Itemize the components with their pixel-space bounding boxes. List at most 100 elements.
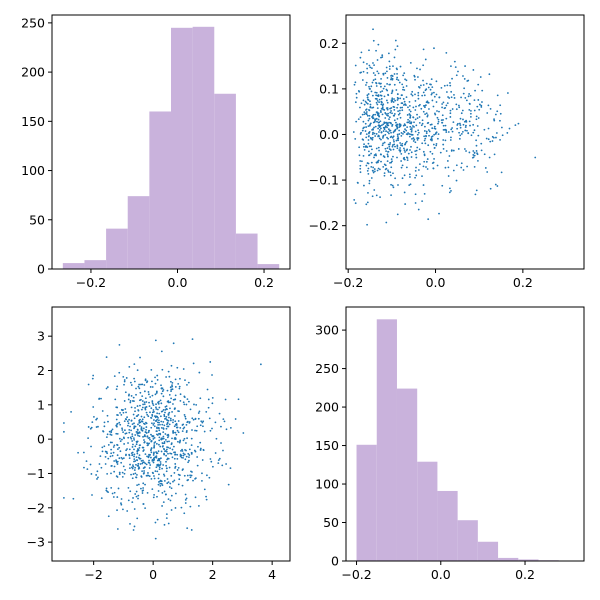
bottom-left-scatter-point: [157, 458, 160, 460]
bottom-left-scatter-point: [152, 423, 155, 426]
bottom-left-scatter-point: [137, 385, 140, 388]
top-right-scatter-point: [435, 93, 438, 96]
bottom-left-scatter-point: [133, 426, 136, 429]
top-right-scatter-point: [418, 148, 421, 151]
bottom-left-scatter-point: [115, 475, 118, 478]
bottom-left-scatter-point: [170, 388, 173, 391]
top-right-scatter-point: [472, 131, 475, 134]
top-right-scatter-point: [372, 117, 374, 120]
bottom-left-scatter-point: [166, 408, 168, 411]
top-right-scatter-point: [412, 106, 415, 109]
top-right-scatter-point: [383, 174, 386, 177]
bottom-left-scatter-point: [223, 420, 226, 423]
bottom-left-scatter-point: [211, 465, 214, 468]
top-right-scatter-point: [361, 113, 364, 116]
bottom-left-scatter-point: [139, 404, 141, 407]
top-right-scatter-point: [382, 123, 385, 126]
top-right-scatter-point: [362, 70, 365, 73]
top-right-scatter-point: [426, 101, 429, 104]
bottom-left-scatter-point: [220, 425, 222, 428]
bottom-left-scatter-point: [152, 409, 155, 411]
top-right-scatter-point: [479, 76, 482, 78]
bottom-left-scatter-point: [144, 431, 147, 433]
bottom-left-scatter-point: [183, 437, 186, 440]
top-right-x-tick-label: 0.2: [513, 275, 533, 290]
top-right-scatter-point: [416, 138, 419, 141]
top-right-scatter-point: [455, 164, 458, 167]
bottom-left-scatter-point: [101, 410, 104, 412]
top-right-scatter-point: [460, 162, 463, 165]
bottom-right-x-tick-label: 0.2: [515, 567, 535, 582]
bottom-left-scatter-point: [131, 446, 134, 448]
bottom-left-scatter-point: [164, 408, 167, 411]
top-right-scatter-point: [480, 149, 483, 152]
bottom-left-scatter-point: [142, 427, 145, 430]
bottom-left-scatter-point: [162, 437, 165, 440]
top-right-scatter-point: [364, 130, 367, 132]
bottom-left-scatter-point: [122, 376, 125, 378]
bottom-left-scatter-point: [207, 398, 210, 401]
top-right-scatter-point: [362, 61, 365, 64]
bottom-left-scatter-point: [206, 388, 209, 391]
top-right-scatter-point: [357, 182, 359, 184]
bottom-left-scatter-point: [185, 442, 187, 444]
bottom-left-scatter-point: [189, 505, 192, 508]
bottom-left-scatter-point: [159, 461, 162, 463]
bottom-left-scatter-point: [131, 423, 134, 426]
bottom-left-scatter-point: [174, 394, 177, 397]
bottom-left-scatter-point: [181, 448, 183, 451]
bottom-left-scatter-point: [181, 450, 184, 452]
bottom-left-scatter-point: [214, 452, 217, 454]
bottom-left-scatter-point: [144, 397, 147, 400]
top-right-scatter-point: [409, 125, 412, 128]
bottom-left-scatter-point: [192, 362, 195, 365]
top-right-scatter-point: [368, 85, 370, 88]
bottom-left-scatter-point: [182, 401, 185, 404]
bottom-left-scatter-point: [138, 387, 141, 390]
bottom-left-scatter-point: [156, 518, 159, 521]
bottom-left-scatter-point: [199, 424, 202, 427]
top-right-scatter-point: [384, 147, 387, 150]
bottom-left-scatter-point: [169, 447, 171, 450]
bottom-left-scatter-point: [186, 479, 189, 482]
bottom-left-scatter-point: [137, 434, 139, 437]
bottom-left-scatter-point: [63, 496, 65, 499]
bottom-left-scatter-point: [143, 401, 146, 404]
top-left-y-tick-label: 200: [21, 65, 45, 80]
top-right-scatter-point: [477, 159, 479, 162]
bottom-left-scatter-point: [110, 486, 113, 489]
bottom-left-scatter-point: [141, 400, 144, 402]
top-right-scatter-point: [489, 187, 492, 190]
bottom-left-scatter-point: [126, 416, 128, 419]
top-right-scatter-point: [397, 79, 400, 82]
bottom-left-scatter-point: [156, 374, 159, 377]
bottom-left-scatter-point: [177, 466, 180, 469]
top-right-scatter-point: [396, 106, 398, 109]
top-right-scatter-point: [401, 144, 404, 147]
top-right-scatter-point: [414, 93, 416, 96]
top-right-scatter-point: [441, 106, 443, 109]
bottom-left-scatter-point: [194, 496, 197, 499]
bottom-left-scatter-point: [157, 450, 160, 453]
bottom-left-scatter-point: [158, 406, 161, 409]
top-right-scatter-point: [377, 94, 379, 97]
top-right-scatter-point: [392, 155, 394, 158]
bottom-right-histogram-bar-0: [356, 444, 377, 561]
top-right-scatter-point: [371, 133, 374, 136]
top-right-scatter-point: [461, 130, 464, 133]
bottom-right-histogram-bar-3: [417, 461, 438, 561]
bottom-left-y-tick-label: −1: [27, 466, 45, 481]
bottom-left-scatter-point: [106, 386, 109, 388]
bottom-left-scatter-point: [141, 418, 144, 421]
bottom-left-scatter-point: [124, 391, 127, 394]
top-right-scatter-point: [459, 134, 462, 137]
bottom-left-scatter-point: [138, 446, 141, 449]
bottom-left-scatter-point: [184, 493, 187, 496]
top-right-scatter-point: [410, 93, 413, 96]
bottom-left-scatter-point: [132, 443, 134, 446]
bottom-left-scatter-point: [162, 421, 165, 423]
top-right-scatter-point: [499, 112, 502, 115]
top-right-scatter-point: [464, 126, 467, 129]
top-right-scatter-point: [403, 123, 406, 126]
